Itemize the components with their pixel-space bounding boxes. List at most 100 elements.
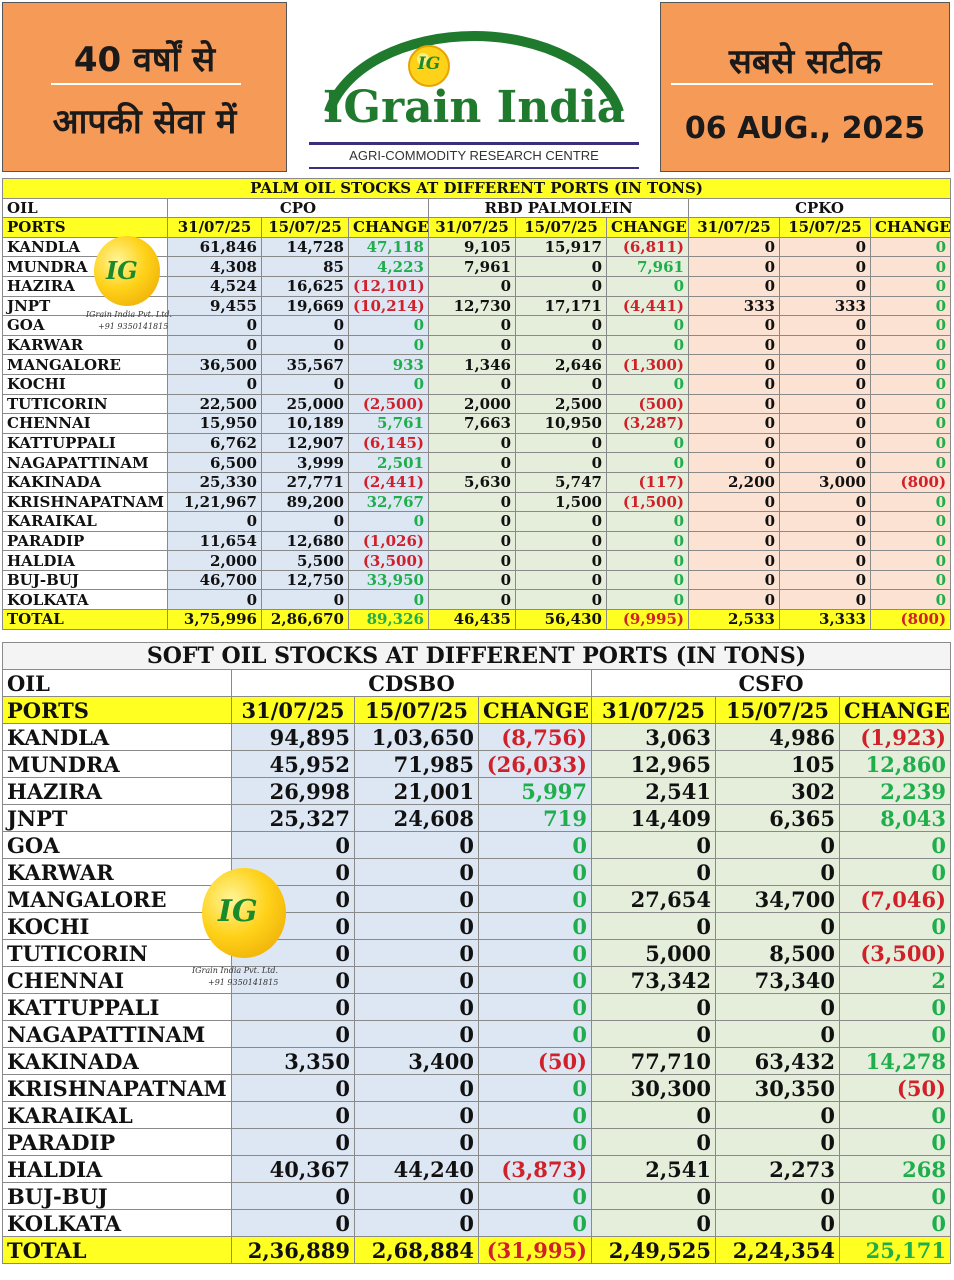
logo-arc-icon: [324, 31, 624, 114]
stock-cell: 0: [688, 550, 780, 571]
stock-cell: 16,625: [261, 275, 349, 297]
port-name: KARAIKAL: [2, 1101, 232, 1129]
port-name: BUJ-BUJ: [2, 1182, 232, 1210]
stock-cell: 15,917: [515, 236, 607, 258]
table-row: BUJ-BUJ 0 0 0 0 0 0: [2, 1182, 951, 1210]
watermark-phone: +91 9350141815: [208, 978, 279, 987]
stock-cell: 6,500: [167, 452, 262, 473]
brand-subtitle: AGRI-COMMODITY RESEARCH CENTRE: [349, 148, 599, 163]
stock-cell: 0: [515, 256, 607, 277]
stock-cell: 85: [261, 256, 349, 277]
change-cell: 0: [869, 413, 952, 434]
stock-cell: 0: [591, 1101, 716, 1129]
palm-oil-table: PALM OIL STOCKS AT DIFFERENT PORTS (IN T…: [1, 178, 952, 630]
stock-cell: 0: [779, 530, 871, 552]
change-cell: 4,223: [348, 256, 429, 277]
change-cell: (6,145): [348, 432, 429, 454]
stock-cell: 77,710: [591, 1047, 716, 1075]
change-cell: 0: [606, 569, 689, 591]
table-row: KATTUPPALI 0 0 0 0 0 0: [2, 993, 951, 1021]
group-cpko: CPKO: [687, 197, 952, 219]
stock-cell: 0: [428, 511, 516, 532]
stock-cell: 3,400: [354, 1047, 479, 1075]
change-cell: (117): [606, 471, 689, 493]
stock-cell: 0: [688, 413, 780, 434]
change-cell: (31,995): [478, 1236, 592, 1264]
stock-cell: 0: [779, 589, 871, 611]
stock-cell: 0: [688, 315, 780, 336]
change-cell: (7,046): [839, 885, 951, 913]
total-label: TOTAL: [2, 609, 168, 630]
stock-cell: 0: [688, 432, 780, 454]
stock-cell: 0: [688, 569, 780, 591]
stock-cell: 0: [715, 912, 840, 940]
stock-cell: 4,986: [715, 723, 840, 751]
table-row: KARWAR 0 0 0 0 0 0: [2, 858, 951, 886]
col-header: 15/07/25: [354, 696, 479, 724]
report-date: 06 AUG., 2025: [684, 111, 926, 146]
soft-oil-table: SOFT OIL STOCKS AT DIFFERENT PORTS (IN T…: [2, 642, 951, 1264]
stock-cell: 17,171: [515, 295, 607, 317]
stock-cell: 0: [591, 993, 716, 1021]
oil-label: OIL: [2, 669, 232, 697]
stock-cell: 40,367: [231, 1155, 355, 1183]
stock-cell: 0: [515, 452, 607, 473]
group-rbd-palmolein: RBD PALMOLEIN: [428, 197, 689, 219]
stock-cell: 0: [515, 511, 607, 532]
stock-cell: 27,771: [261, 471, 349, 493]
stock-cell: 0: [688, 393, 780, 415]
header-left-panel: 40 वर्षों से आपकी सेवा में: [2, 2, 287, 172]
stock-cell: 333: [688, 295, 780, 317]
change-cell: 0: [606, 315, 689, 336]
soft-table-body: KANDLA 94,895 1,03,650 (8,756) 3,063 4,986 (1,…: [2, 723, 951, 1264]
change-cell: 8,043: [839, 804, 951, 832]
stock-cell: 0: [515, 315, 607, 336]
stock-cell: 0: [688, 373, 780, 395]
change-cell: 12,860: [839, 750, 951, 778]
change-cell: 0: [478, 885, 592, 913]
brand-logo: IG IGrain India AGRI-COMMODITY RESEARCH …: [289, 2, 659, 174]
stock-cell: 0: [715, 858, 840, 886]
stock-cell: 0: [428, 530, 516, 552]
stock-cell: 3,000: [779, 471, 871, 493]
table-row: HAZIRA 26,998 21,001 5,997 2,541 302 2,239: [2, 777, 951, 805]
stock-cell: 0: [688, 275, 780, 297]
stock-cell: 105: [715, 750, 840, 778]
stock-cell: 0: [428, 589, 516, 611]
change-cell: 32,767: [348, 491, 429, 513]
stock-cell: 24,608: [354, 804, 479, 832]
change-cell: 0: [478, 966, 592, 994]
stock-cell: 2,541: [591, 777, 716, 805]
stock-cell: 61,846: [167, 236, 262, 258]
stock-cell: 0: [428, 550, 516, 571]
change-cell: 0: [839, 1182, 951, 1210]
table-row: HAZIRA 4,524 16,625 (12,101) 0 0 0 0 0 0: [2, 275, 952, 297]
change-cell: (800): [869, 609, 952, 630]
table-row: KAKINADA 25,330 27,771 (2,441) 5,630 5,747 (11…: [2, 471, 952, 493]
stock-cell: 1,500: [515, 491, 607, 513]
change-cell: 0: [869, 236, 952, 258]
stock-cell: 0: [779, 569, 871, 591]
change-cell: 0: [839, 993, 951, 1021]
port-name: NAGAPATTINAM: [2, 452, 168, 473]
stock-cell: 0: [354, 1182, 479, 1210]
stock-cell: 0: [591, 1182, 716, 1210]
stock-cell: 73,340: [715, 966, 840, 994]
port-name: TUTICORIN: [2, 393, 168, 415]
stock-cell: 0: [591, 1128, 716, 1156]
stock-cell: 0: [231, 1020, 355, 1048]
stock-cell: 0: [354, 1128, 479, 1156]
port-name: CHENNAI: [2, 966, 232, 994]
header-banner: 40 वर्षों से आपकी सेवा में IG IGrain Ind…: [0, 0, 954, 176]
change-cell: 0: [869, 569, 952, 591]
change-cell: 0: [869, 295, 952, 317]
stock-cell: 0: [779, 275, 871, 297]
change-cell: (2,441): [348, 471, 429, 493]
stock-cell: 89,200: [261, 491, 349, 513]
port-name: NAGAPATTINAM: [2, 1020, 232, 1048]
stock-cell: 0: [428, 452, 516, 473]
table-row: KATTUPPALI 6,762 12,907 (6,145) 0 0 0 0 0 0: [2, 432, 952, 454]
change-cell: 0: [348, 589, 429, 611]
change-cell: (1,300): [606, 354, 689, 375]
change-cell: 0: [606, 511, 689, 532]
